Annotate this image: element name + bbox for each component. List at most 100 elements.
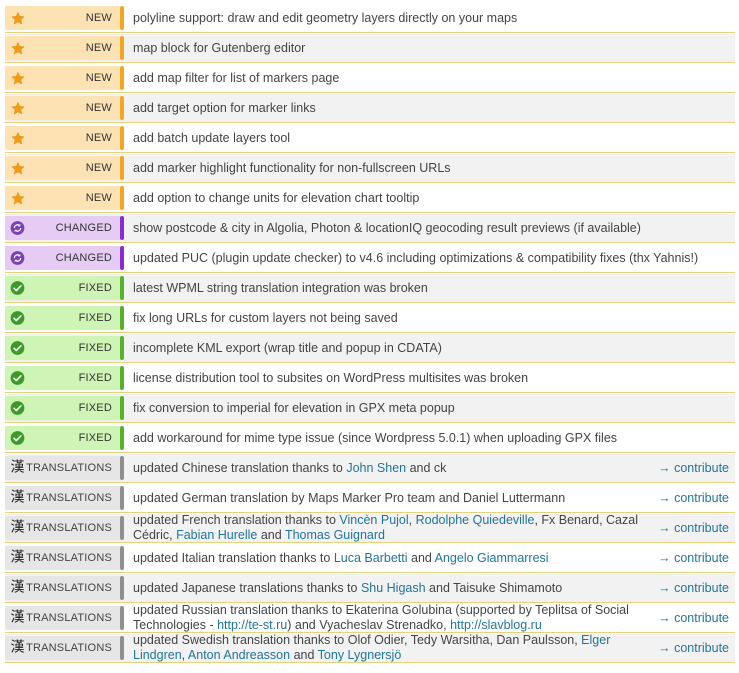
star-icon [10,41,25,56]
changelog-row: FIXED license distribution tool to subsit… [5,364,735,393]
contributor-link[interactable]: Luca Barbetti [333,550,408,565]
contributor-link[interactable]: Elger Lindgren [133,633,611,662]
contribute-link[interactable]: → contribute [658,461,729,475]
changelog-row: NEW add option to change units for elevat… [5,184,735,213]
changelog-row: 漢 TRANSLATIONS updated Italian translation… [5,544,735,573]
badge-label: TRANSLATIONS [26,552,112,564]
badge-label: TRANSLATIONS [26,642,112,654]
entry-description: updated Japanese translations thanks to … [133,580,563,595]
changelog-row: 漢 TRANSLATIONS updated Chinese translation… [5,454,735,483]
fixed-badge: FIXED [5,306,124,330]
new-badge: NEW [5,156,124,180]
entry-description: add marker highlight functionality for n… [133,160,451,175]
category-bar [120,396,124,420]
changelog-row: CHANGED show postcode & city in Algolia, … [5,214,735,243]
star-icon [10,71,25,86]
changelog-list: NEW polyline support: draw and edit geome… [5,4,735,664]
badge-label: CHANGED [55,222,112,234]
entry-description: updated French translation thanks to Vin… [133,513,638,542]
translations-badge: 漢 TRANSLATIONS [5,606,124,630]
category-bar [120,306,124,330]
changelog-row: FIXED add workaround for mime type issue … [5,424,735,453]
contributor-link[interactable]: Shu Higash [360,580,426,595]
fixed-badge: FIXED [5,426,124,450]
refresh-icon [10,221,25,236]
entry-description: add option to change units for elevation… [133,190,420,205]
category-bar [120,606,124,630]
kanji-icon: 漢 [10,489,25,506]
entry-description: add map filter for list of markers page [133,70,340,85]
badge-label: NEW [85,162,112,174]
changelog-row: FIXED latest WPML string translation inte… [5,274,735,303]
kanji-icon: 漢 [10,519,25,536]
badge-label: FIXED [78,282,112,294]
category-bar [120,516,124,540]
changelog-row: 漢 TRANSLATIONS updated Russian translation… [5,603,735,633]
contribute-link[interactable]: → contribute [658,611,729,625]
kanji-icon: 漢 [10,549,25,566]
kanji-icon: 漢 [10,459,25,476]
contributor-link[interactable]: Rodolphe Quiedeville [415,513,535,527]
contributor-link[interactable]: Anton Andreasson [187,648,291,662]
entry-description: updated Russian translation thanks to Ek… [133,603,629,632]
translations-badge: 漢 TRANSLATIONS [5,516,124,540]
category-bar [120,246,124,270]
star-icon [10,131,25,146]
star-icon [10,161,25,176]
kanji-icon: 漢 [10,639,25,656]
badge-label: FIXED [78,402,112,414]
badge-label: TRANSLATIONS [26,582,112,594]
badge-label: FIXED [78,372,112,384]
contribute-link[interactable]: → contribute [658,581,729,595]
contributor-link[interactable]: John Shen [346,460,407,475]
contributor-link[interactable]: http://slavblog.ru [450,618,542,632]
changelog-row: 漢 TRANSLATIONS updated German translation … [5,484,735,513]
entry-description: add target option for marker links [133,100,316,115]
entry-description: polyline support: draw and edit geometry… [133,10,518,25]
badge-label: NEW [85,192,112,204]
category-bar [120,216,124,240]
category-bar [120,276,124,300]
translations-badge: 漢 TRANSLATIONS [5,636,124,660]
category-bar [120,336,124,360]
contribute-link[interactable]: → contribute [658,491,729,505]
category-bar [120,366,124,390]
new-badge: NEW [5,36,124,60]
translations-badge: 漢 TRANSLATIONS [5,456,124,480]
entry-description: map block for Gutenberg editor [133,40,306,55]
category-bar [120,576,124,600]
entry-description: updated Italian translation thanks to Lu… [133,550,549,565]
entry-description: updated PUC (plugin update checker) to v… [133,250,699,265]
star-icon [10,191,25,206]
new-badge: NEW [5,6,124,30]
check-icon [10,371,25,386]
changelog-row: NEW polyline support: draw and edit geome… [5,4,735,33]
badge-label: NEW [85,132,112,144]
changelog-row: CHANGED updated PUC (plugin update checke… [5,244,735,273]
contributor-link[interactable]: http://te-st.ru [217,618,288,632]
category-bar [120,456,124,480]
badge-label: FIXED [78,342,112,354]
contribute-link[interactable]: → contribute [658,521,729,535]
category-bar [120,426,124,450]
category-bar [120,156,124,180]
contribute-link[interactable]: → contribute [658,551,729,565]
check-icon [10,341,25,356]
contributor-link[interactable]: Thomas Guignard [284,528,386,542]
new-badge: NEW [5,126,124,150]
contributor-link[interactable]: Tony Lygnersjö [317,648,402,662]
badge-label: TRANSLATIONS [26,612,112,624]
entry-description: show postcode & city in Algolia, Photon … [133,220,641,235]
changelog-row: 漢 TRANSLATIONS updated Japanese translatio… [5,574,735,603]
translations-badge: 漢 TRANSLATIONS [5,576,124,600]
changelog-row: NEW add map filter for list of markers pa… [5,64,735,93]
contributor-link[interactable]: Fabian Hurelle [176,528,258,542]
contributor-link[interactable]: Angelo Giammarresi [434,550,549,565]
kanji-icon: 漢 [10,579,25,596]
category-bar [120,36,124,60]
contributor-link[interactable]: Vincèn Pujol [339,513,409,527]
contribute-link[interactable]: → contribute [658,641,729,655]
badge-label: TRANSLATIONS [26,462,112,474]
badge-label: FIXED [78,432,112,444]
badge-label: NEW [85,42,112,54]
